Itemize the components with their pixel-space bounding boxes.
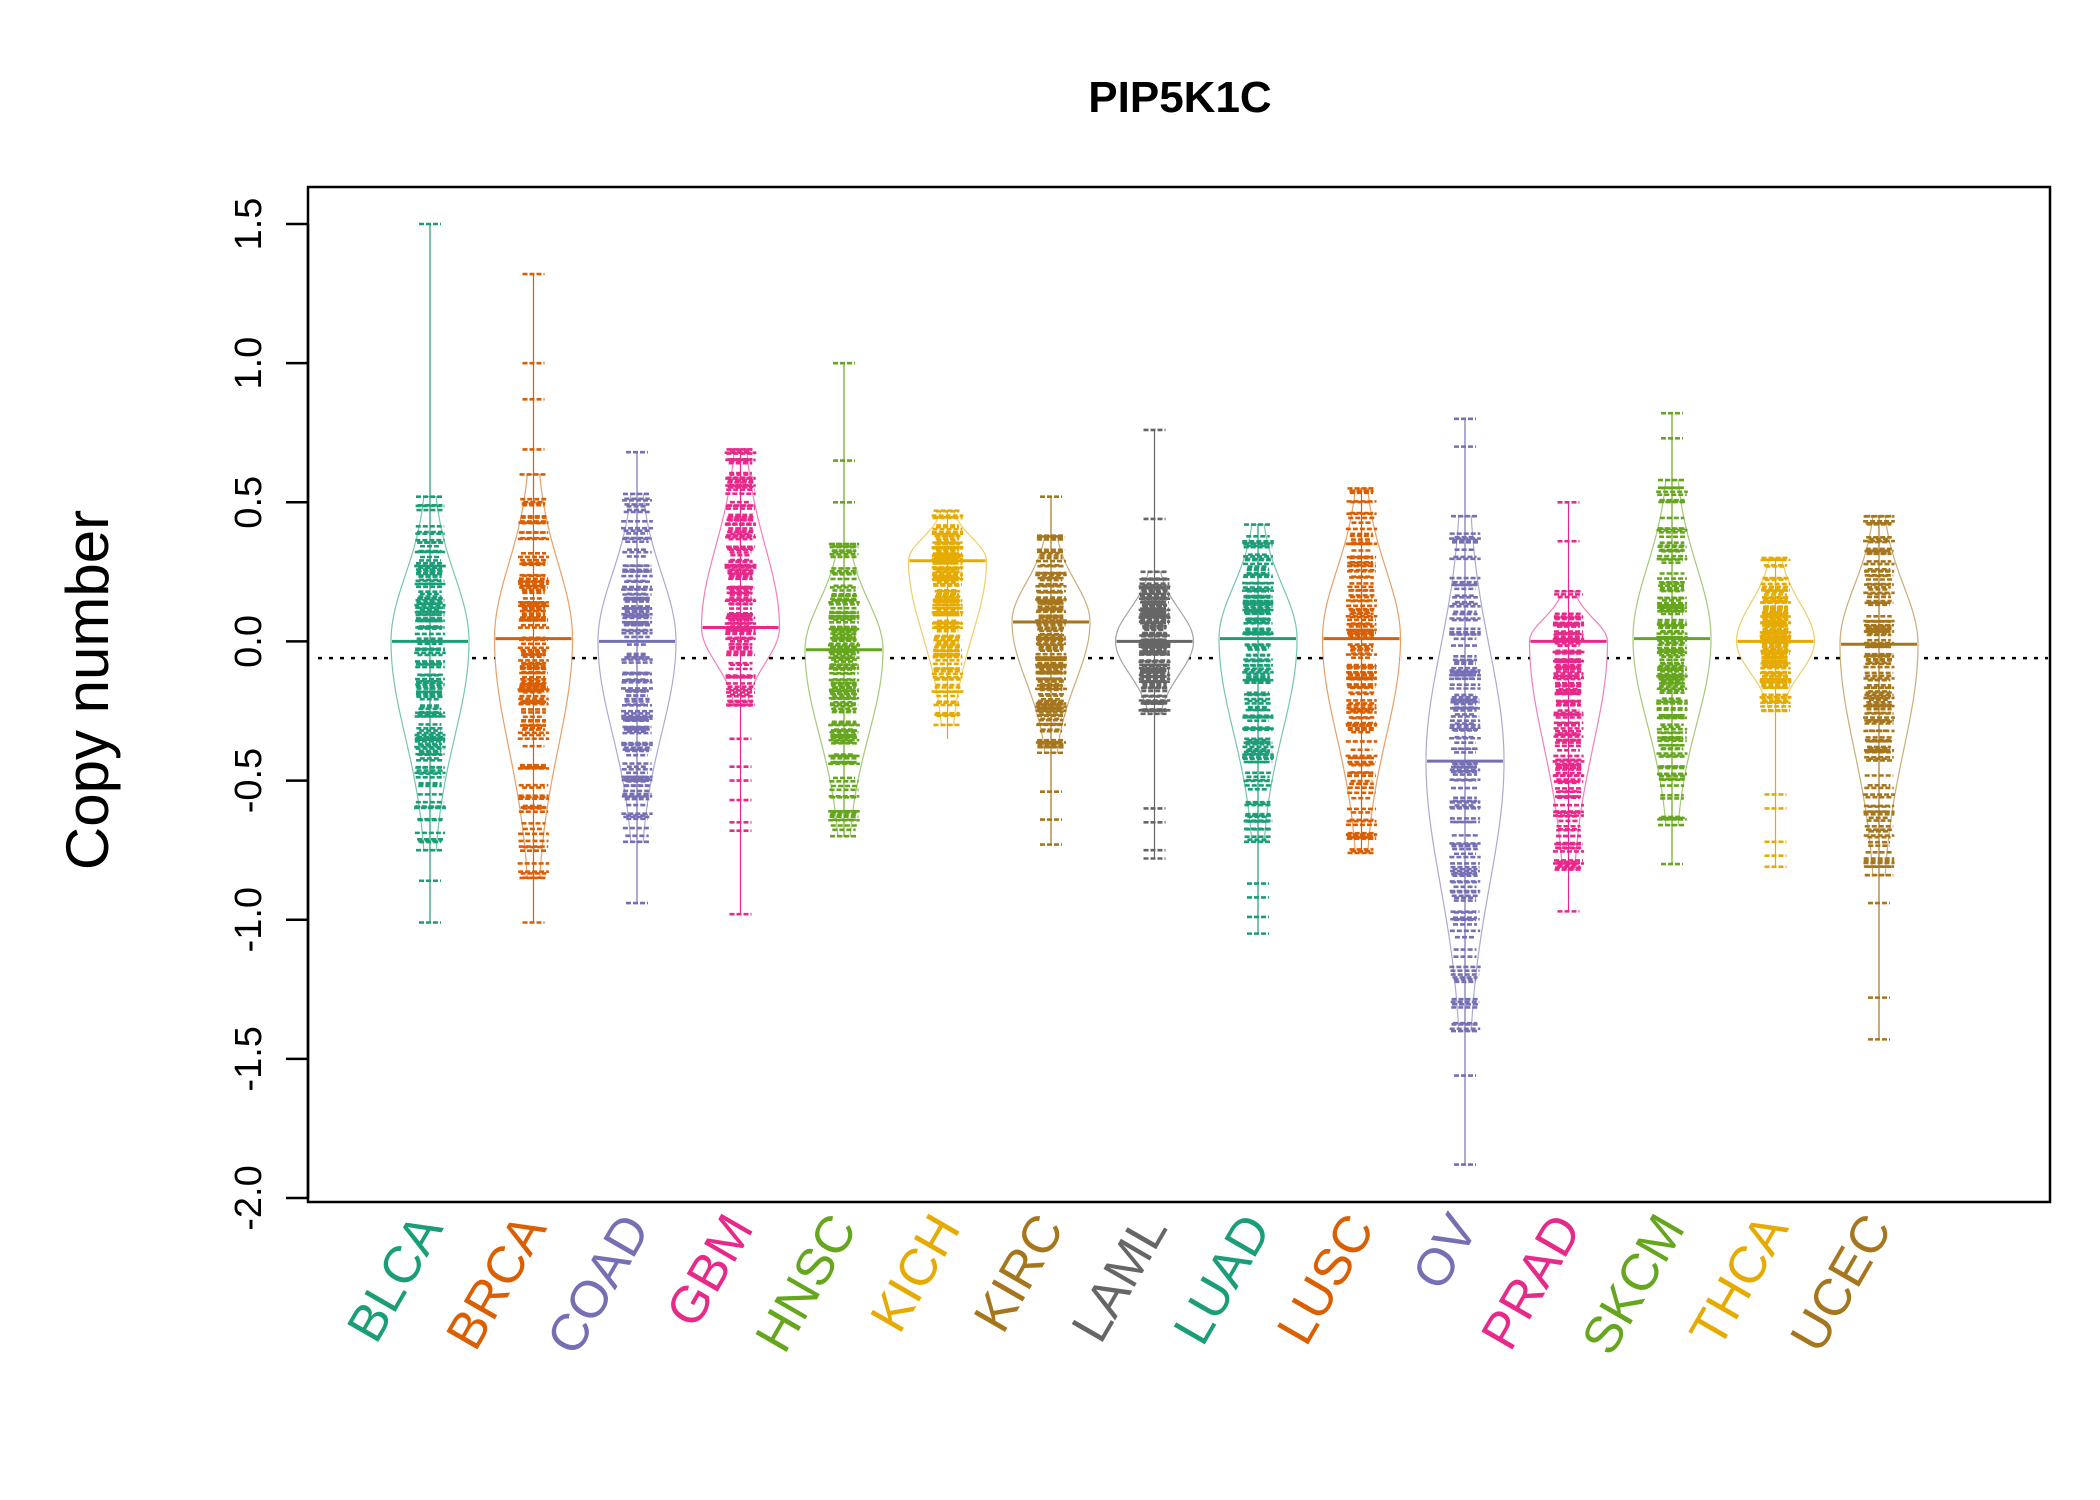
category-label-kirc: KIRC <box>963 1205 1075 1342</box>
category-label-hnsc: HNSC <box>744 1205 868 1362</box>
bean-ucec <box>1839 514 1919 1041</box>
y-tick-label: -1.0 <box>228 887 270 952</box>
bean-lusc <box>1321 487 1402 855</box>
bean-prad <box>1528 500 1609 913</box>
category-label-lusc: LUSC <box>1266 1205 1386 1354</box>
bean-gbm <box>700 448 781 916</box>
bean-brca <box>493 272 574 924</box>
bean-luad <box>1218 523 1298 935</box>
category-label-kich: KICH <box>860 1205 972 1342</box>
plot-frame <box>306 185 2052 1204</box>
category-label-laml: LAML <box>1061 1205 1179 1352</box>
bean-blca <box>390 222 470 924</box>
y-tick-label: 1.0 <box>228 337 270 390</box>
y-tick-label: -0.5 <box>228 748 270 813</box>
bean-ov <box>1425 417 1505 1166</box>
y-tick-label: 0.5 <box>228 476 270 529</box>
y-tick-label: -1.5 <box>228 1026 270 1091</box>
bean-laml <box>1114 428 1195 860</box>
bean-kich <box>907 509 988 739</box>
beans <box>390 222 1919 1166</box>
category-label-skcm: SKCM <box>1571 1205 1696 1364</box>
y-tick-label: -2.0 <box>228 1165 270 1230</box>
category-label-luad: LUAD <box>1163 1205 1283 1354</box>
bean-coad <box>597 450 677 905</box>
category-label-ucec: UCEC <box>1779 1205 1903 1362</box>
category-label-coad: COAD <box>536 1205 661 1364</box>
y-tick-label: 1.5 <box>228 198 270 251</box>
bean-skcm <box>1632 411 1712 866</box>
category-label-ov: OV <box>1402 1205 1490 1299</box>
category-label-gbm: GBM <box>655 1205 764 1337</box>
bean-kirc <box>1011 495 1091 846</box>
bean-hnsc <box>804 361 884 838</box>
chart-title: PIP5K1C <box>1088 73 1271 122</box>
bean-thca <box>1735 556 1816 869</box>
y-axis: -2.0 -1.5 -1.0 -0.5 0.0 0.5 1.0 1.5 <box>228 198 310 1231</box>
y-axis-label: Copy number <box>54 510 121 870</box>
y-tick-label: 0.0 <box>228 615 270 668</box>
